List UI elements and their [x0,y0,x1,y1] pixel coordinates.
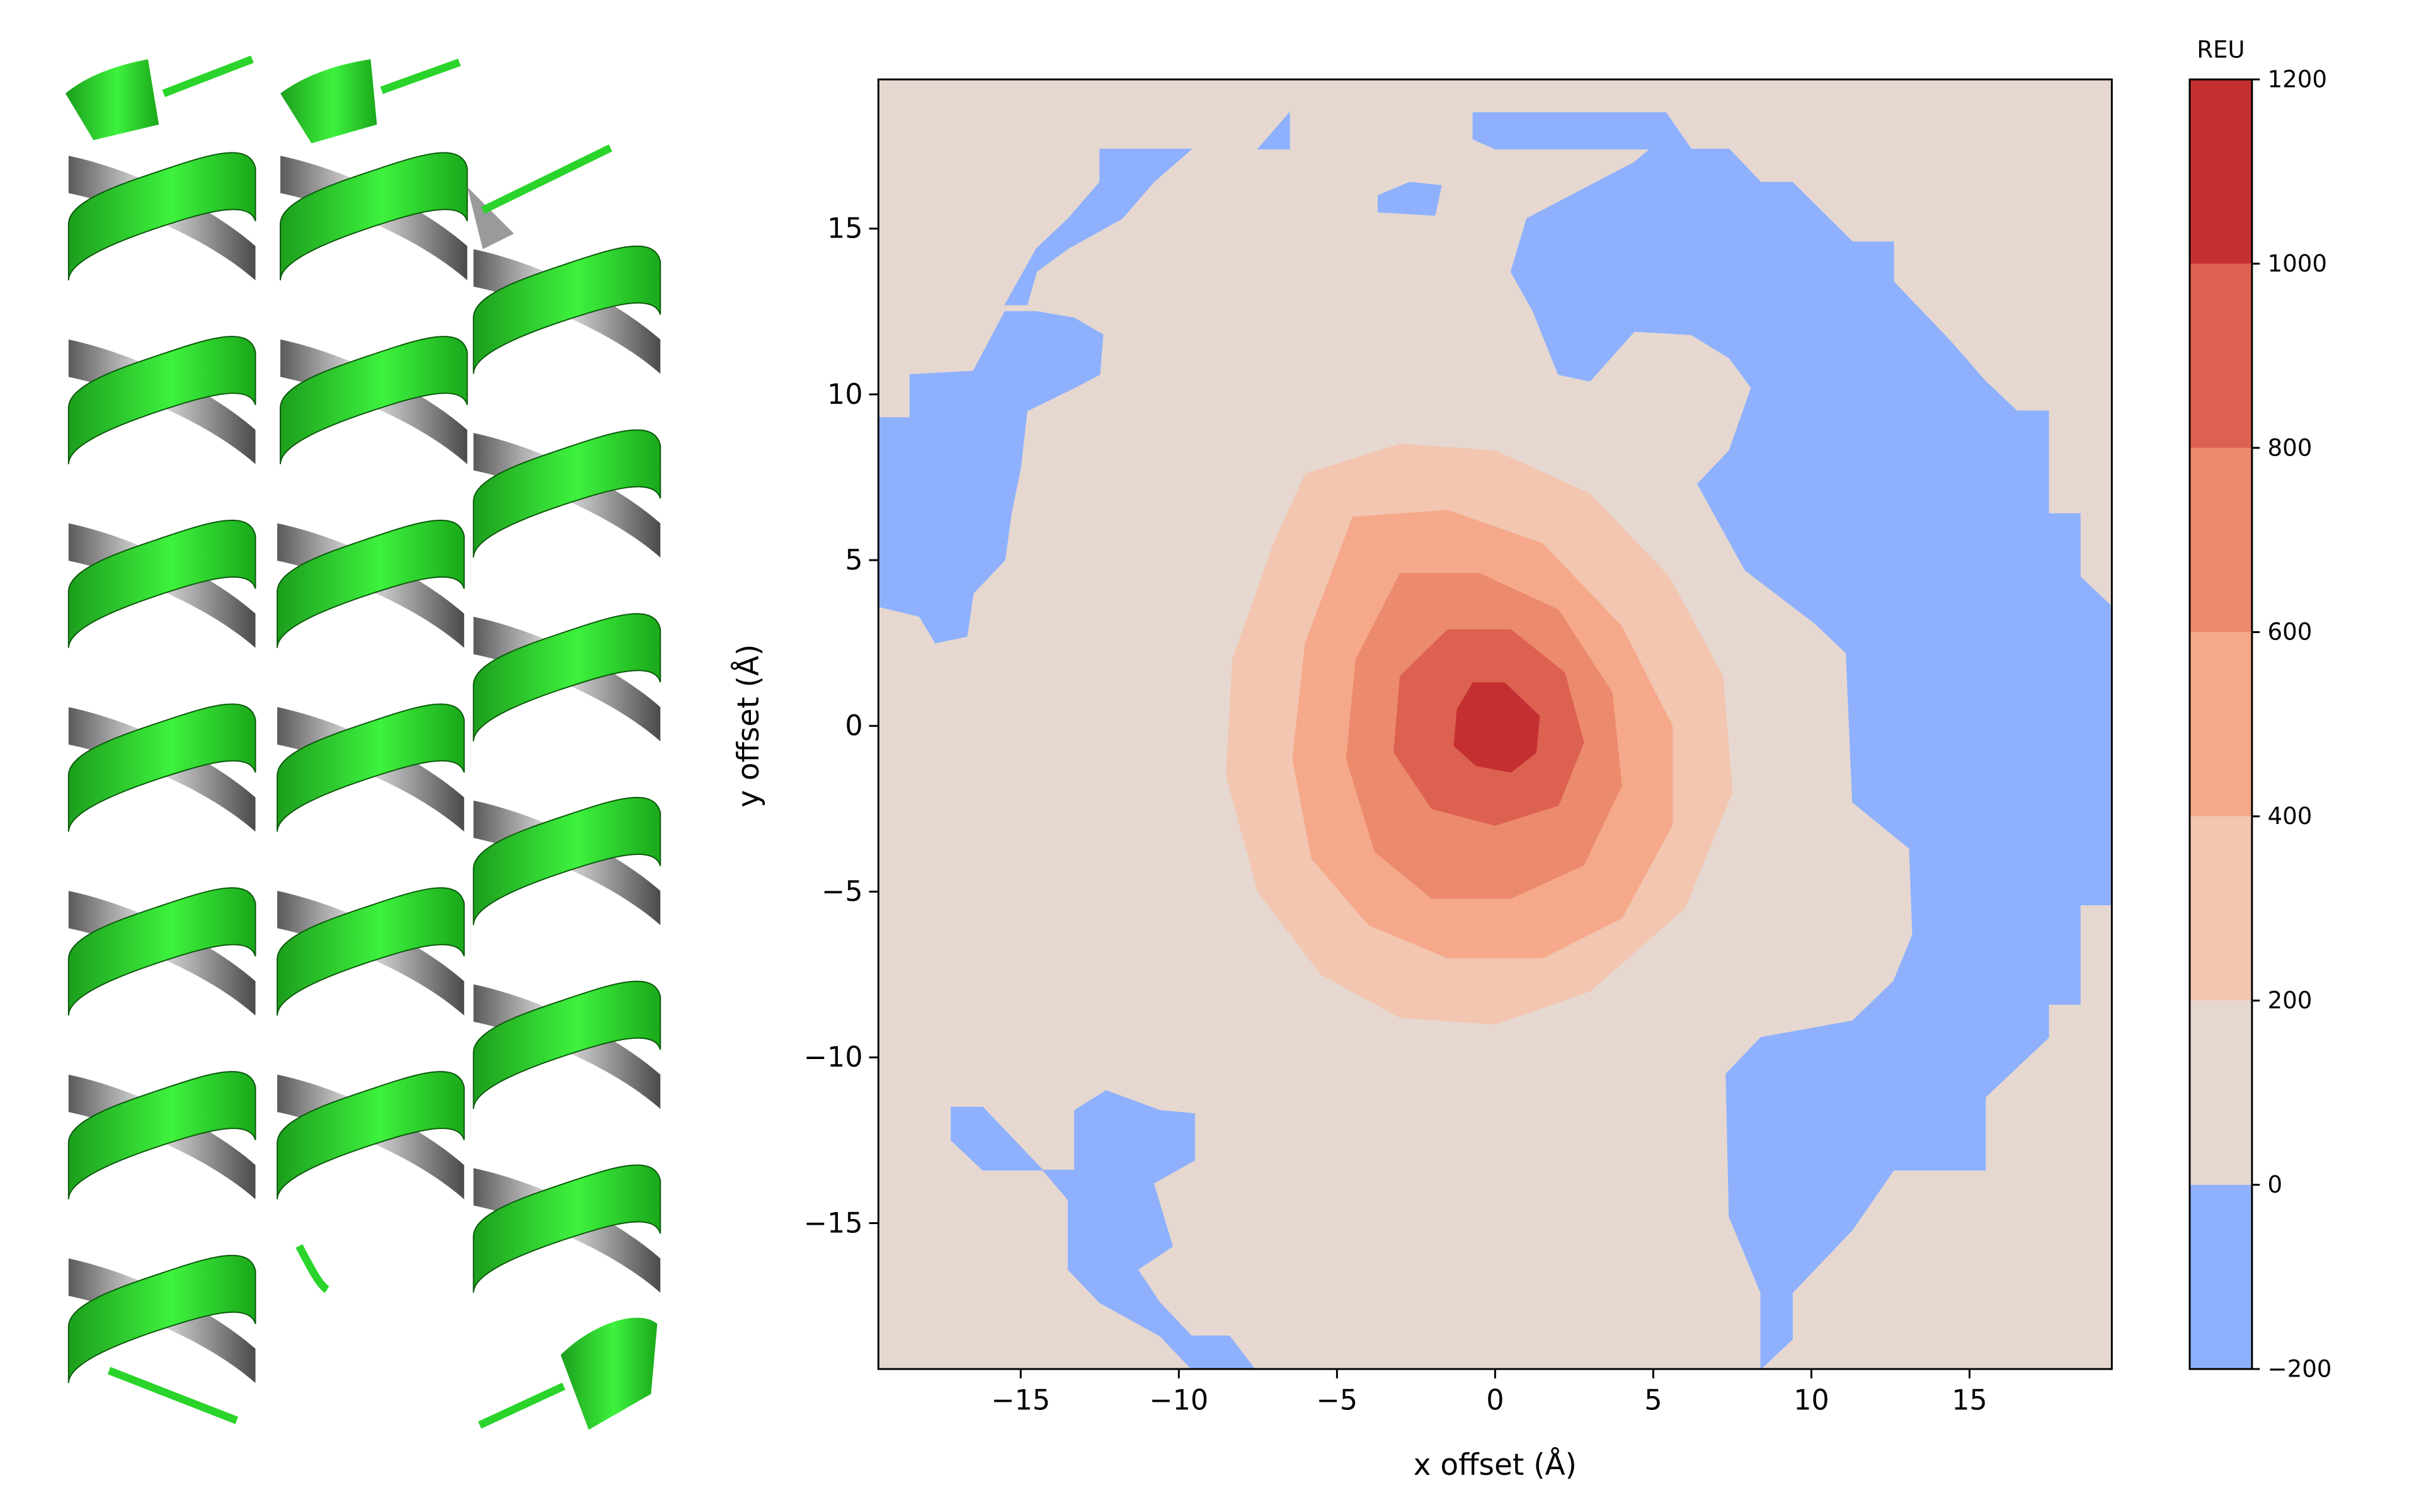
colorbar-tick-label: 1200 [2268,66,2327,93]
helix-turn [67,519,256,649]
x-tick-label: −15 [991,1384,1050,1416]
colorbar-band [2189,1000,2252,1185]
helix-turn [472,613,661,742]
helix-cap [467,186,514,249]
helix-turn [67,887,256,1016]
helix-turn [280,336,468,465]
y-tick-label: −10 [804,1041,863,1074]
helix-tail [295,1244,329,1293]
helix-turn [472,796,661,926]
y-tick-label: −5 [821,876,863,908]
colorbar-band [2189,263,2252,448]
x-tick-label: −10 [1149,1384,1208,1416]
contour-region [878,311,1104,644]
colorbar-tick-label: 800 [2268,434,2313,461]
contour-region [951,1090,1256,1370]
helix-turn [67,1254,256,1384]
x-tick-label: 5 [1644,1384,1662,1416]
helix-tail [107,1366,239,1424]
x-tick-label: 10 [1793,1384,1829,1416]
colorbar-label: REU [2197,36,2245,63]
y-tick-label: 5 [845,544,862,576]
helix-turn [277,887,465,1016]
contour-regions [878,79,2112,1370]
colorbar-tick-label: 1000 [2268,250,2327,277]
colorbar-tick-label: 600 [2268,619,2313,646]
colorbar-tick-label: −200 [2268,1355,2332,1382]
helix-tail [380,59,461,94]
helix-turn [67,152,256,281]
helix-column [65,55,256,1424]
y-tick-label: −15 [804,1207,863,1239]
helix-tail [481,144,612,214]
helix-tail [162,55,254,98]
helix-turn [472,1164,661,1293]
colorbar-band [2189,447,2252,633]
contour-region [1453,682,1540,773]
contour-region [1257,112,1290,150]
colorbar-tick-label: 200 [2268,987,2313,1014]
y-tick-label: 0 [845,710,862,742]
x-axis-label: x offset (Å) [1414,1448,1577,1482]
x-tick-label: −5 [1317,1384,1358,1416]
helix-turn [67,703,256,833]
colorbar-band [2189,1184,2252,1370]
colorbar-frame [2188,78,2253,1370]
helix-cap [65,59,159,140]
y-axis-label: y offset (Å) [731,644,766,807]
helix-turn [472,980,661,1110]
helix-turn [472,245,661,375]
helix-tail [478,1382,566,1429]
helix-turn [67,1070,256,1200]
helix-column [277,59,468,1293]
helix-turn [472,429,661,559]
protein-helices [65,55,661,1430]
helix-turn [67,336,256,465]
y-tick-label: 15 [827,213,863,245]
helix-cap [561,1317,658,1430]
contour-region [1377,181,1442,216]
y-tick-label: 10 [827,379,863,411]
colorbar-tick-label: 400 [2268,803,2313,830]
helix-turn [280,152,468,281]
helix-turn [277,1070,465,1200]
helix-cap [280,59,377,144]
helix-turn [277,519,465,649]
helix-turn [277,703,465,833]
colorbar-tick-label: 0 [2268,1171,2283,1198]
colorbar-band [2189,632,2252,816]
contour-region [1472,112,2112,1370]
contour-region [1004,148,1193,306]
contour-plot: −15 −10 −5 0 5 10 15 −15 −10 −5 0 5 10 15 −200 0 200 400 6… [804,66,2332,1416]
helix-column [467,144,661,1430]
x-tick-label: 0 [1486,1384,1504,1416]
x-tick-label: 15 [1952,1384,1988,1416]
colorbar-band [2189,79,2252,264]
colorbar-band [2189,816,2252,1001]
